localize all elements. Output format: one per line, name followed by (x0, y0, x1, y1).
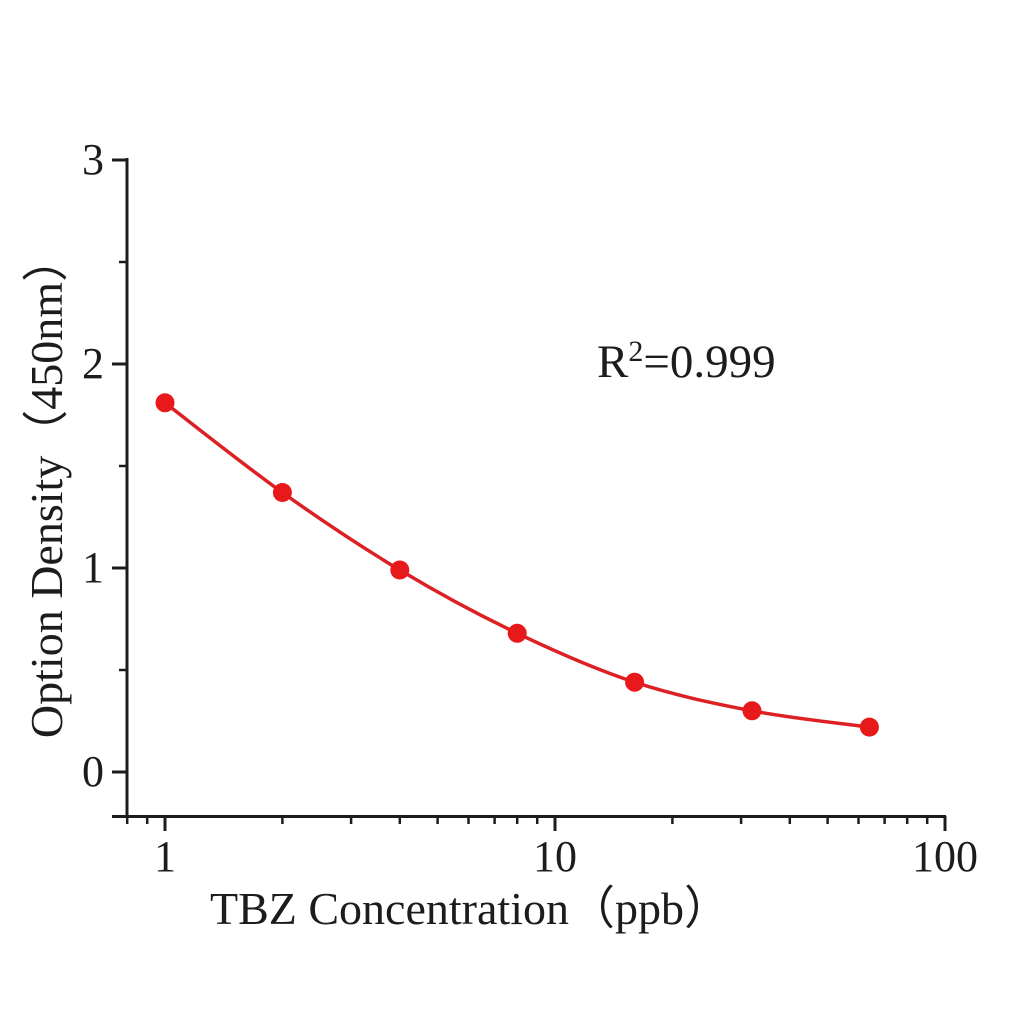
data-point-marker (742, 701, 762, 721)
r-squared-suffix: =0.999 (643, 336, 775, 388)
data-point-marker (625, 672, 645, 692)
y-tick-label: 1 (82, 543, 104, 592)
x-axis-title: TBZ Concentration（ppb） (210, 883, 730, 934)
y-tick-label: 2 (82, 339, 104, 388)
data-point-marker (859, 717, 879, 737)
x-tick-label: 10 (533, 832, 577, 881)
x-tick-label: 1 (154, 832, 176, 881)
y-tick-label: 3 (82, 135, 104, 184)
r-squared-base: R (597, 336, 629, 388)
data-point-marker (155, 393, 175, 413)
data-point-marker (390, 560, 410, 580)
r-squared-annotation: R2=0.999 (597, 335, 776, 388)
r-squared-superscript: 2 (628, 335, 643, 368)
x-tick-label: 100 (912, 832, 978, 881)
chart-generated-layer: 0 1 2 3 1 10 100 (82, 135, 978, 881)
data-point-marker (272, 483, 292, 502)
y-tick-label: 0 (82, 747, 104, 796)
y-axis-title: Option Density（450nm） (21, 236, 72, 738)
curve-line (163, 401, 872, 729)
data-point-marker (507, 623, 527, 643)
